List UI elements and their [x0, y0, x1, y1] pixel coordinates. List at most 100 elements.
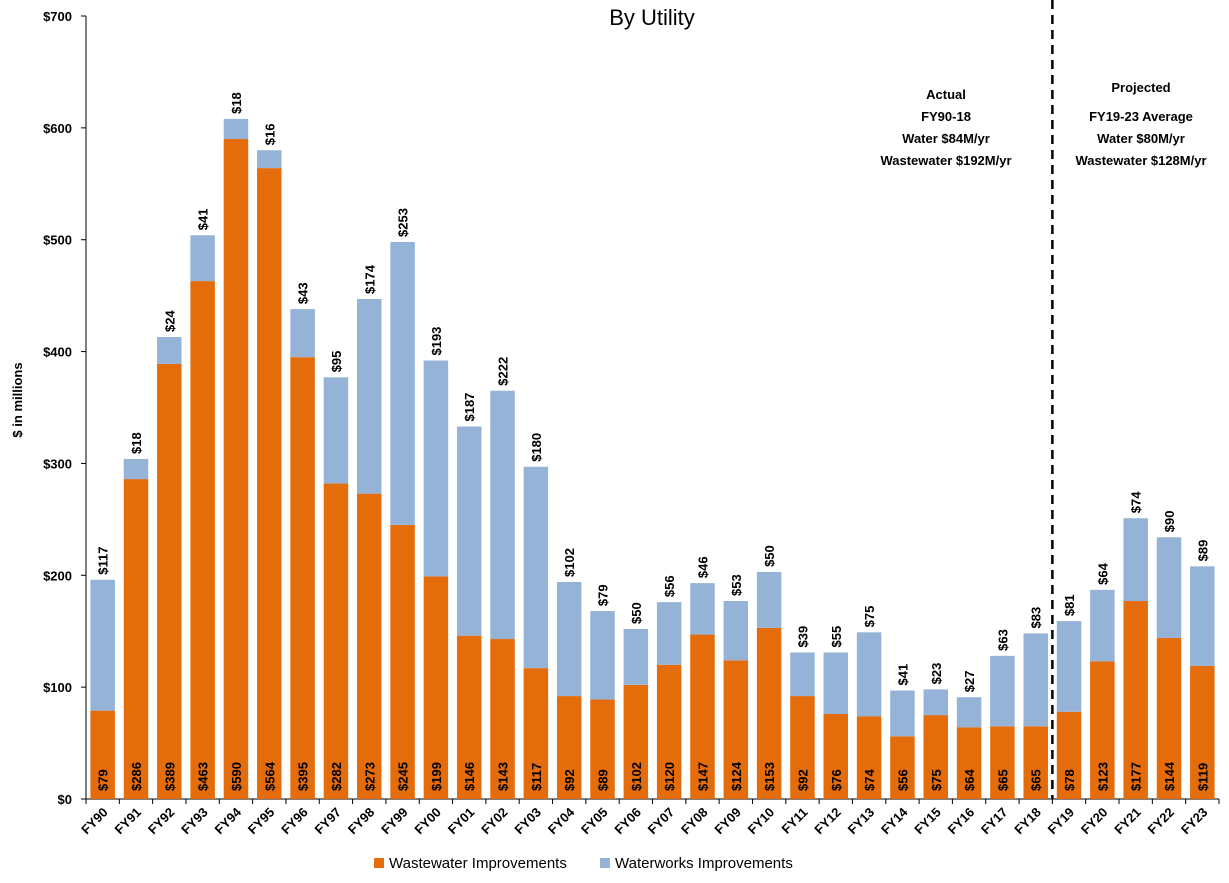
actual-annotation-line: Water $84M/yr: [902, 131, 990, 146]
y-axis-label: $ in millions: [10, 362, 25, 437]
bar-label-waterworks: $81: [1062, 594, 1077, 616]
x-tick-label: FY23: [1178, 805, 1211, 838]
bar-label-wastewater: $273: [362, 762, 377, 791]
bar-waterworks: [723, 601, 749, 661]
bar-waterworks: [490, 390, 515, 640]
x-tick-label: FY96: [278, 805, 311, 838]
bar-label-wastewater: $463: [196, 762, 211, 791]
bar-label-wastewater: $590: [229, 762, 244, 791]
x-tick-label: FY22: [1145, 805, 1178, 838]
legend-label-waterworks: Waterworks Improvements: [615, 855, 793, 872]
x-tick-label: FY92: [145, 805, 178, 838]
bar-wastewater: [157, 363, 182, 799]
bar-waterworks: [1090, 589, 1115, 662]
actual-annotation-line: Wastewater $192M/yr: [880, 153, 1011, 168]
bar-wastewater: [656, 664, 682, 799]
bar-wastewater: [590, 699, 615, 799]
x-tick-label: FY94: [211, 804, 244, 837]
x-tick-label: FY18: [1011, 805, 1044, 838]
bar-label-wastewater: $102: [629, 762, 644, 791]
bar-label-waterworks: $253: [396, 208, 411, 237]
bar-waterworks: [1123, 518, 1148, 602]
bar-label-waterworks: $16: [262, 124, 277, 146]
bar-label-wastewater: $120: [662, 762, 677, 791]
x-tick-label: FY11: [779, 805, 811, 837]
x-tick-label: FY14: [878, 804, 911, 837]
bar-waterworks: [90, 579, 115, 711]
bar-waterworks: [556, 581, 582, 697]
bar-label-waterworks: $39: [795, 626, 810, 648]
bar-label-waterworks: $63: [995, 629, 1010, 651]
legend-swatch-wastewater: [374, 858, 384, 868]
bar-label-wastewater: $119: [1195, 763, 1210, 791]
bar-wastewater: [956, 727, 982, 799]
bar-label-wastewater: $56: [895, 769, 910, 791]
bar-label-wastewater: $144: [1162, 761, 1177, 791]
bar-wastewater: [223, 139, 249, 800]
bar-label-wastewater: $245: [396, 762, 411, 791]
bar-label-waterworks: $18: [229, 92, 244, 114]
x-tick-label: FY13: [845, 805, 878, 838]
bar-label-wastewater: $64: [962, 769, 977, 791]
bar-waterworks: [1023, 633, 1048, 727]
bar-label-waterworks: $53: [729, 574, 744, 596]
projected-annotation-line: Water $80M/yr: [1097, 131, 1185, 146]
bar-wastewater: [290, 357, 315, 799]
bar-label-wastewater: $65: [995, 769, 1010, 791]
bar-label-wastewater: $124: [729, 761, 744, 791]
bar-label-waterworks: $55: [829, 626, 844, 648]
bar-label-waterworks: $89: [1195, 540, 1210, 562]
x-tick-label: FY99: [378, 805, 411, 838]
x-tick-label: FY17: [978, 805, 1011, 838]
bar-waterworks: [390, 241, 415, 525]
bar-waterworks: [290, 309, 315, 358]
bar-wastewater: [323, 483, 349, 799]
bar-waterworks: [623, 628, 649, 685]
bar-wastewater: [257, 168, 282, 799]
bar-label-wastewater: $89: [596, 769, 611, 791]
bar-waterworks: [257, 150, 282, 169]
bar-label-waterworks: $46: [695, 556, 710, 578]
bar-label-wastewater: $143: [496, 762, 511, 791]
x-tick-label: FY10: [745, 805, 778, 838]
projected-annotation: Projected FY19-23 Average Water $80M/yr …: [1075, 80, 1206, 168]
bar-label-waterworks: $41: [895, 664, 910, 686]
x-tick-label: FY02: [478, 805, 511, 838]
x-tick-label: FY05: [578, 805, 611, 838]
bar-waterworks: [956, 697, 982, 728]
bar-waterworks: [123, 458, 149, 480]
bar-label-wastewater: $564: [262, 761, 277, 791]
bar-label-wastewater: $389: [162, 762, 177, 791]
y-tick-label: $100: [43, 680, 72, 695]
bar-label-wastewater: $76: [829, 769, 844, 791]
bar-label-waterworks: $83: [1029, 607, 1044, 629]
bar-label-wastewater: $123: [1095, 762, 1110, 791]
bar-label-waterworks: $193: [429, 327, 444, 356]
bar-waterworks: [357, 298, 382, 494]
bar-wastewater: [756, 627, 782, 799]
bar-label-waterworks: $50: [762, 545, 777, 567]
bar-label-waterworks: $43: [296, 282, 311, 304]
bar-wastewater: [990, 726, 1015, 799]
bar-wastewater: [923, 715, 948, 799]
bars: [90, 118, 1215, 800]
chart-title: By Utility: [609, 5, 695, 30]
bar-waterworks: [323, 377, 349, 484]
x-tick-label: FY20: [1078, 805, 1111, 838]
x-tick-label: FY09: [711, 805, 744, 838]
bar-label-wastewater: $153: [762, 762, 777, 791]
bar-wastewater: [357, 493, 382, 799]
x-tick-label: FY12: [811, 805, 844, 838]
bar-waterworks: [423, 360, 449, 577]
bar-label-waterworks: $187: [462, 393, 477, 422]
bar-label-wastewater: $146: [462, 762, 477, 791]
bar-labels: $79 $117 $286 $18 $389 $24 $463 $41 $590 $18 $564 $…: [96, 92, 1211, 791]
bar-waterworks: [923, 689, 948, 716]
actual-annotation-line: Actual: [926, 87, 966, 102]
bar-waterworks: [1190, 566, 1215, 666]
bar-waterworks: [590, 611, 615, 700]
x-tick-label: FY00: [411, 805, 444, 838]
x-tick-label: FY08: [678, 805, 711, 838]
projected-annotation-line: FY19-23 Average: [1089, 109, 1193, 124]
